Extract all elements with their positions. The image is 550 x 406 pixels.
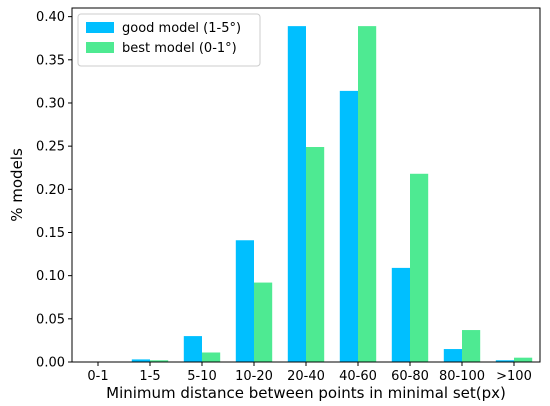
x-tick-label-4: 20-40 <box>287 369 325 384</box>
bar-best-5 <box>358 26 377 362</box>
bar-best-1 <box>150 360 169 362</box>
x-tick-label-6: 60-80 <box>391 369 429 384</box>
y-tick-label-4: 0.20 <box>36 183 65 198</box>
bar-good-3 <box>235 240 254 362</box>
x-tick-label-3: 10-20 <box>235 369 273 384</box>
y-tick-label-0: 0.00 <box>36 356 65 371</box>
y-tick-label-5: 0.25 <box>36 140 65 155</box>
legend-label-best-model: best model (0-1°) <box>122 41 237 56</box>
bar-good-8 <box>495 360 514 362</box>
bar-best-6 <box>410 173 429 362</box>
x-tick-label-2: 5-10 <box>187 369 217 384</box>
bar-good-4 <box>287 26 306 362</box>
legend-swatch-best-model <box>86 42 114 53</box>
legend-box <box>77 13 261 67</box>
x-tick-label-5: 40-60 <box>339 369 377 384</box>
x-tick-label-0: 0-1 <box>87 369 108 384</box>
bar-good-7 <box>443 349 462 362</box>
plot-frame <box>71 7 541 363</box>
y-tick-label-8: 0.40 <box>36 10 65 25</box>
bar-good-2 <box>183 336 202 362</box>
y-tick-label-7: 0.35 <box>36 53 65 68</box>
y-axis: 0.00 0.05 0.10 0.15 0.20 0.25 0.30 0.35 0.40 <box>36 10 72 371</box>
y-tick-label-6: 0.30 <box>36 96 65 111</box>
legend-swatch-good-model <box>86 22 114 33</box>
x-tick-label-1: 1-5 <box>139 369 160 384</box>
legend-label-good-model: good model (1-5°) <box>122 21 241 36</box>
bar-best-2 <box>202 352 221 362</box>
bar-best-3 <box>254 282 273 362</box>
legend: good model (1-5°) best model (0-1°) <box>77 13 261 67</box>
y-tick-label-1: 0.05 <box>36 312 65 327</box>
bar-good-5 <box>339 90 358 362</box>
x-axis: 0-1 1-5 5-10 10-20 20-40 40-60 60-80 80-100 >100 <box>87 362 532 384</box>
bar-best-8 <box>514 357 533 362</box>
y-tick-label-3: 0.15 <box>36 226 65 241</box>
x-tick-label-8: >100 <box>496 369 532 384</box>
x-axis-title: Minimum distance between points in minim… <box>106 384 506 402</box>
y-axis-title: % models <box>8 148 26 222</box>
bar-good-1 <box>131 359 150 362</box>
bar-best-4 <box>306 147 325 362</box>
bar-best-7 <box>462 330 481 362</box>
bar-good-6 <box>391 267 410 362</box>
bars-group <box>131 26 533 362</box>
x-tick-label-7: 80-100 <box>439 369 485 384</box>
y-tick-label-2: 0.10 <box>36 269 65 284</box>
